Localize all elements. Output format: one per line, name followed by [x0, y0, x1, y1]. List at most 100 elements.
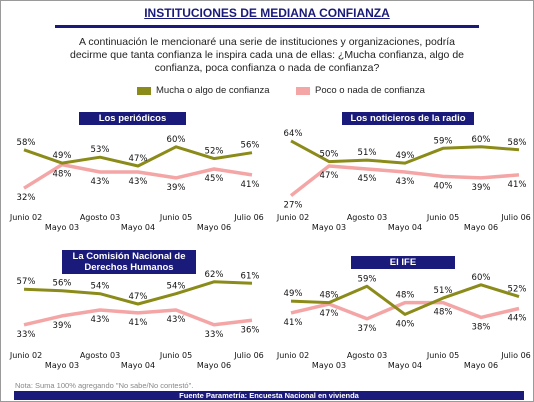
data-label-low: 32% [17, 193, 36, 203]
data-label-high: 62% [205, 270, 224, 280]
legend-label-low: Poco o nada de confianza [315, 85, 425, 96]
data-label-high: 48% [320, 291, 339, 301]
chart-panel-ife: El IFE Junio 02 Mayo 03 Agosto 03 Mayo 04 Ju… [271, 248, 534, 383]
source-footer: Fuente Parametría: Encuesta Nacional en … [14, 391, 524, 400]
series-line-low [23, 308, 253, 327]
data-label-low: 39% [53, 321, 72, 331]
x-tick-label: Junio 05 [159, 213, 192, 222]
x-tick-label: Julio 06 [500, 351, 531, 360]
series-line-high [23, 280, 253, 306]
data-label-low: 27% [284, 201, 303, 211]
data-label-high: 61% [241, 271, 260, 281]
x-tick-label: Mayo 03 [312, 223, 346, 232]
data-label-low: 41% [241, 180, 260, 190]
data-label-low: 37% [358, 324, 377, 334]
data-label-low: 48% [53, 170, 72, 180]
x-tick-label: Mayo 06 [464, 361, 498, 370]
data-label-low: 41% [508, 180, 527, 190]
chart-title-cndh: La Comisión Nacional de Derechos Humanos [62, 250, 196, 274]
legend-swatch-low [296, 86, 310, 95]
chart-title-ife: El IFE [351, 256, 455, 269]
x-tick-label: Mayo 04 [388, 223, 422, 232]
data-label-high: 54% [91, 282, 110, 292]
data-label-high: 50% [320, 150, 339, 160]
data-label-low: 39% [472, 183, 491, 193]
data-label-high: 58% [508, 138, 527, 148]
x-tick-label: Mayo 03 [45, 223, 79, 232]
data-label-high: 57% [17, 277, 36, 287]
x-tick-label: Mayo 06 [464, 223, 498, 232]
data-label-low: 45% [205, 174, 224, 184]
question-line: confianza, poca confianza o nada de conf… [154, 62, 380, 74]
data-label-high: 60% [167, 135, 186, 145]
data-label-low: 41% [129, 318, 148, 328]
data-label-high: 56% [241, 141, 260, 151]
x-tick-label: Junio 05 [159, 351, 192, 360]
data-label-high: 64% [284, 129, 303, 139]
x-tick-label: Mayo 06 [197, 361, 231, 370]
question-line: A continuación le mencionaré una serie d… [79, 36, 455, 48]
data-label-high: 52% [205, 147, 224, 157]
data-label-high: 40% [396, 319, 415, 329]
data-label-high: 56% [53, 279, 72, 289]
data-label-high: 49% [53, 151, 72, 161]
x-tick-label: Agosto 03 [80, 351, 120, 360]
footnote: Nota: Suma 100% agregando "No sabe/No co… [15, 381, 194, 390]
data-label-high: 51% [358, 148, 377, 158]
data-label-high: 59% [358, 274, 377, 284]
data-label-low: 33% [17, 330, 36, 340]
data-label-low: 43% [396, 177, 415, 187]
data-label-high: 51% [434, 286, 453, 296]
page-title: INSTITUCIONES DE MEDIANA CONFIANZA [144, 6, 390, 20]
data-label-low: 47% [320, 171, 339, 181]
question-text: A continuación le mencionaré una serie d… [0, 36, 534, 75]
x-tick-label: Junio 02 [9, 213, 42, 222]
data-label-high: 60% [472, 273, 491, 283]
legend-swatch-high [137, 86, 151, 95]
data-label-low: 43% [167, 315, 186, 325]
x-tick-label: Junio 05 [426, 213, 459, 222]
data-label-high: 58% [17, 138, 36, 148]
data-label-low: 43% [91, 315, 110, 325]
data-label-low: 36% [241, 325, 260, 335]
x-tick-label: Junio 02 [9, 351, 42, 360]
data-label-high: 52% [508, 285, 527, 295]
data-label-low: 48% [396, 291, 415, 301]
x-tick-label: Mayo 04 [121, 223, 155, 232]
data-label-high: 49% [284, 289, 303, 299]
legend-item-low: Poco o nada de confianza [296, 85, 425, 96]
chart-title-radio: Los noticieros de la radio [342, 112, 474, 125]
data-label-low: 33% [205, 330, 224, 340]
question-line: decirme que tanta confianza le inspira c… [70, 49, 464, 61]
chart-panel-radio: Los noticieros de la radio Junio 02 Mayo … [271, 110, 534, 245]
data-label-high: 59% [434, 136, 453, 146]
series-line-low [289, 164, 520, 197]
x-tick-label: Junio 02 [276, 351, 309, 360]
data-label-low: 48% [434, 308, 453, 318]
title-rule [55, 25, 479, 28]
series-line-low [23, 162, 253, 190]
series-line-high [290, 283, 520, 316]
legend-item-high: Mucha o algo de confianza [137, 85, 270, 96]
data-label-low: 47% [320, 309, 339, 319]
x-tick-label: Agosto 03 [80, 213, 120, 222]
x-tick-label: Mayo 03 [312, 361, 346, 370]
data-label-high: 47% [129, 154, 148, 164]
data-label-low: 43% [91, 177, 110, 187]
x-tick-label: Julio 06 [233, 213, 264, 222]
data-label-high: 60% [472, 135, 491, 145]
x-tick-label: Julio 06 [233, 351, 264, 360]
x-tick-label: Agosto 03 [347, 213, 387, 222]
x-tick-label: Mayo 04 [121, 361, 155, 370]
x-tick-label: Mayo 06 [197, 223, 231, 232]
data-label-high: 49% [396, 151, 415, 161]
chart-panel-periodicos: Los periódicos Junio 02 Mayo 03 Agosto 03 M… [4, 110, 269, 245]
x-tick-label: Mayo 03 [45, 361, 79, 370]
data-label-low: 40% [434, 181, 453, 191]
data-label-low: 39% [167, 183, 186, 193]
data-label-high: 53% [91, 145, 110, 155]
legend-label-high: Mucha o algo de confianza [156, 85, 270, 96]
